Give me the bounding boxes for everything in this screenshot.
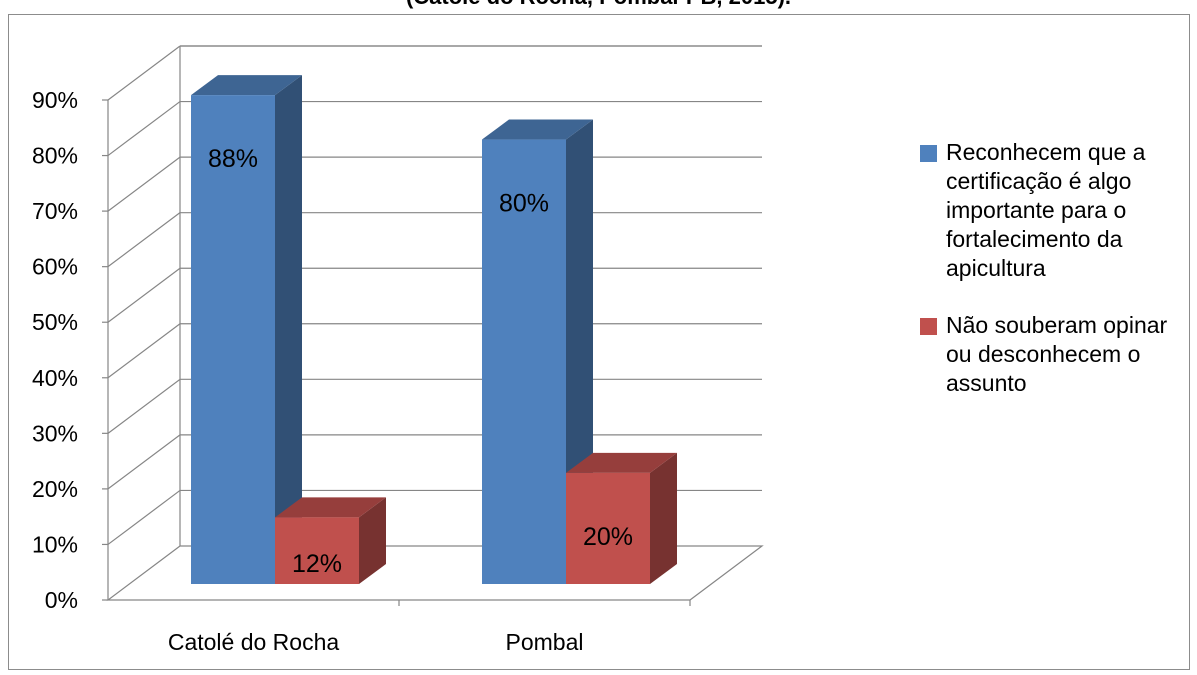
y-tick-label: 10% bbox=[32, 531, 78, 557]
data-label: 12% bbox=[292, 550, 342, 578]
x-tick-label: Catolé do Rocha bbox=[168, 629, 340, 655]
y-tick-label: 40% bbox=[32, 365, 78, 391]
legend-item-series-1: Reconhecem que a certificação é algo imp… bbox=[920, 138, 1170, 283]
data-label: 88% bbox=[208, 145, 258, 173]
data-label: 80% bbox=[499, 190, 549, 218]
gridline-diagonal bbox=[107, 323, 181, 379]
gridline-diagonal bbox=[107, 45, 181, 101]
bar-side-2 bbox=[650, 452, 677, 584]
data-label: 20% bbox=[583, 523, 633, 551]
gridline-diagonal bbox=[107, 267, 181, 323]
x-tick-label: Pombal bbox=[506, 629, 584, 655]
legend-swatch-series-1 bbox=[920, 145, 937, 162]
bar-side-2 bbox=[359, 497, 386, 584]
chart-walls bbox=[106, 46, 764, 601]
gridline-diagonal bbox=[107, 156, 181, 212]
bar-1-2 bbox=[482, 139, 566, 585]
legend-label-series-1: Reconhecem que a certificação é algo imp… bbox=[946, 139, 1146, 281]
bar-top-2 bbox=[275, 497, 386, 518]
gridline-diagonal bbox=[107, 212, 181, 268]
y-tick-label: 50% bbox=[32, 309, 78, 335]
y-tick-label: 30% bbox=[32, 420, 78, 446]
legend-swatch-series-2 bbox=[920, 318, 937, 335]
bar-top-1 bbox=[482, 119, 593, 140]
legend: Reconhecem que a certificação é algo imp… bbox=[920, 138, 1170, 426]
y-tick-label: 90% bbox=[32, 87, 78, 113]
y-tick-label: 20% bbox=[32, 476, 78, 502]
gridline-diagonal bbox=[107, 101, 181, 157]
legend-item-series-2: Não souberam opinar ou desconhecem o ass… bbox=[920, 311, 1170, 398]
bar-1-1 bbox=[191, 95, 275, 584]
gridline-diagonal bbox=[107, 489, 181, 545]
bar-top-1 bbox=[191, 75, 302, 96]
gridline-diagonal bbox=[107, 434, 181, 490]
floor bbox=[106, 545, 764, 601]
x-tick-labels: Catolé do Rocha Pombal bbox=[168, 629, 584, 655]
y-tick-labels: 0% 10% 20% 30% 40% 50% 60% 70% 80% 90% bbox=[32, 87, 78, 613]
bar-2-2 bbox=[566, 472, 650, 584]
y-tick-label: 0% bbox=[45, 587, 78, 613]
legend-label-series-2: Não souberam opinar ou desconhecem o ass… bbox=[946, 312, 1168, 396]
gridline-diagonal bbox=[107, 378, 181, 434]
bar-side-1 bbox=[275, 75, 302, 584]
bar-2-1 bbox=[275, 517, 359, 584]
bars: 88% 12% 80% 20% bbox=[191, 75, 677, 585]
y-tick-label: 80% bbox=[32, 143, 78, 169]
y-tick-label: 60% bbox=[32, 254, 78, 280]
y-tick-label: 70% bbox=[32, 198, 78, 224]
bar-top-2 bbox=[566, 452, 677, 473]
chart-title: (Catolé do Rocha, Pombal-PB, 2015). bbox=[0, 0, 1197, 10]
